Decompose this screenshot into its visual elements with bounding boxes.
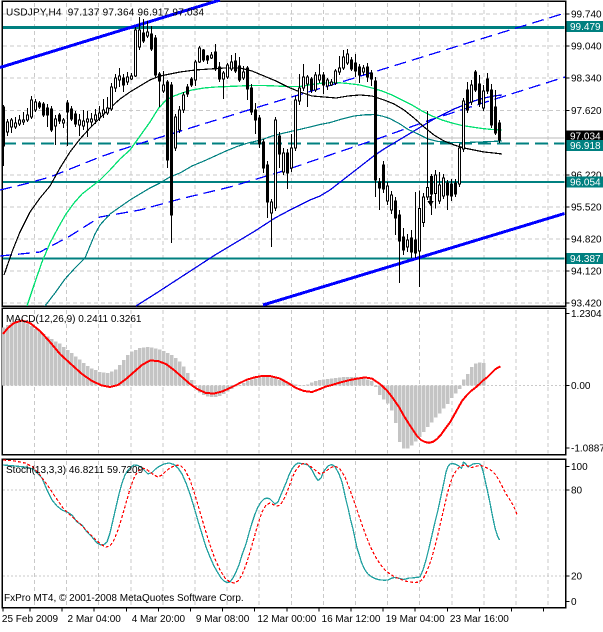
svg-text:95.520: 95.520 xyxy=(571,203,602,214)
svg-text:94.820: 94.820 xyxy=(571,235,602,246)
svg-text:0.00: 0.00 xyxy=(571,381,591,392)
svg-text:99.740: 99.740 xyxy=(571,10,602,21)
svg-text:96.054: 96.054 xyxy=(570,178,601,189)
svg-text:-1.0887: -1.0887 xyxy=(571,444,603,455)
svg-text:2 Mar 04:00: 2 Mar 04:00 xyxy=(68,614,122,625)
svg-text:93.420: 93.420 xyxy=(571,299,602,310)
svg-text:94.120: 94.120 xyxy=(571,267,602,278)
svg-text:96.918: 96.918 xyxy=(570,141,601,152)
svg-text:94.387: 94.387 xyxy=(570,254,601,265)
svg-text:97.620: 97.620 xyxy=(571,106,602,117)
svg-text:25 Feb 2009: 25 Feb 2009 xyxy=(2,614,59,625)
svg-text:16 Mar 12:00: 16 Mar 12:00 xyxy=(322,614,381,625)
svg-text:4 Mar 20:00: 4 Mar 20:00 xyxy=(132,614,186,625)
svg-text:98.340: 98.340 xyxy=(571,74,602,85)
svg-text:99.479: 99.479 xyxy=(570,22,601,33)
svg-text:12 Mar 00:00: 12 Mar 00:00 xyxy=(257,614,316,625)
svg-text:USDJPY,H4 97.137 97.364 96.91: USDJPY,H4 97.137 97.364 96.917 97.034 xyxy=(6,8,205,19)
svg-text:80: 80 xyxy=(571,486,583,497)
svg-text:23 Mar 16:00: 23 Mar 16:00 xyxy=(450,614,509,625)
svg-text:Stoch(13,3,3) 46.8211 59.7209: Stoch(13,3,3) 46.8211 59.7209 xyxy=(6,465,144,476)
svg-text:99.040: 99.040 xyxy=(571,42,602,53)
svg-text:0: 0 xyxy=(571,597,577,608)
svg-text:1.2304: 1.2304 xyxy=(571,309,602,320)
svg-text:20: 20 xyxy=(571,572,583,583)
svg-text:9 Mar 08:00: 9 Mar 08:00 xyxy=(196,614,250,625)
svg-text:MACD(12,26,9) 0.2411 0.3261: MACD(12,26,9) 0.2411 0.3261 xyxy=(6,314,142,325)
svg-text:19 Mar 04:00: 19 Mar 04:00 xyxy=(386,614,445,625)
svg-text:FxPro MT4, © 2001-2008 MetaQuo: FxPro MT4, © 2001-2008 MetaQuotes Softwa… xyxy=(4,593,244,604)
svg-text:100: 100 xyxy=(571,462,588,473)
